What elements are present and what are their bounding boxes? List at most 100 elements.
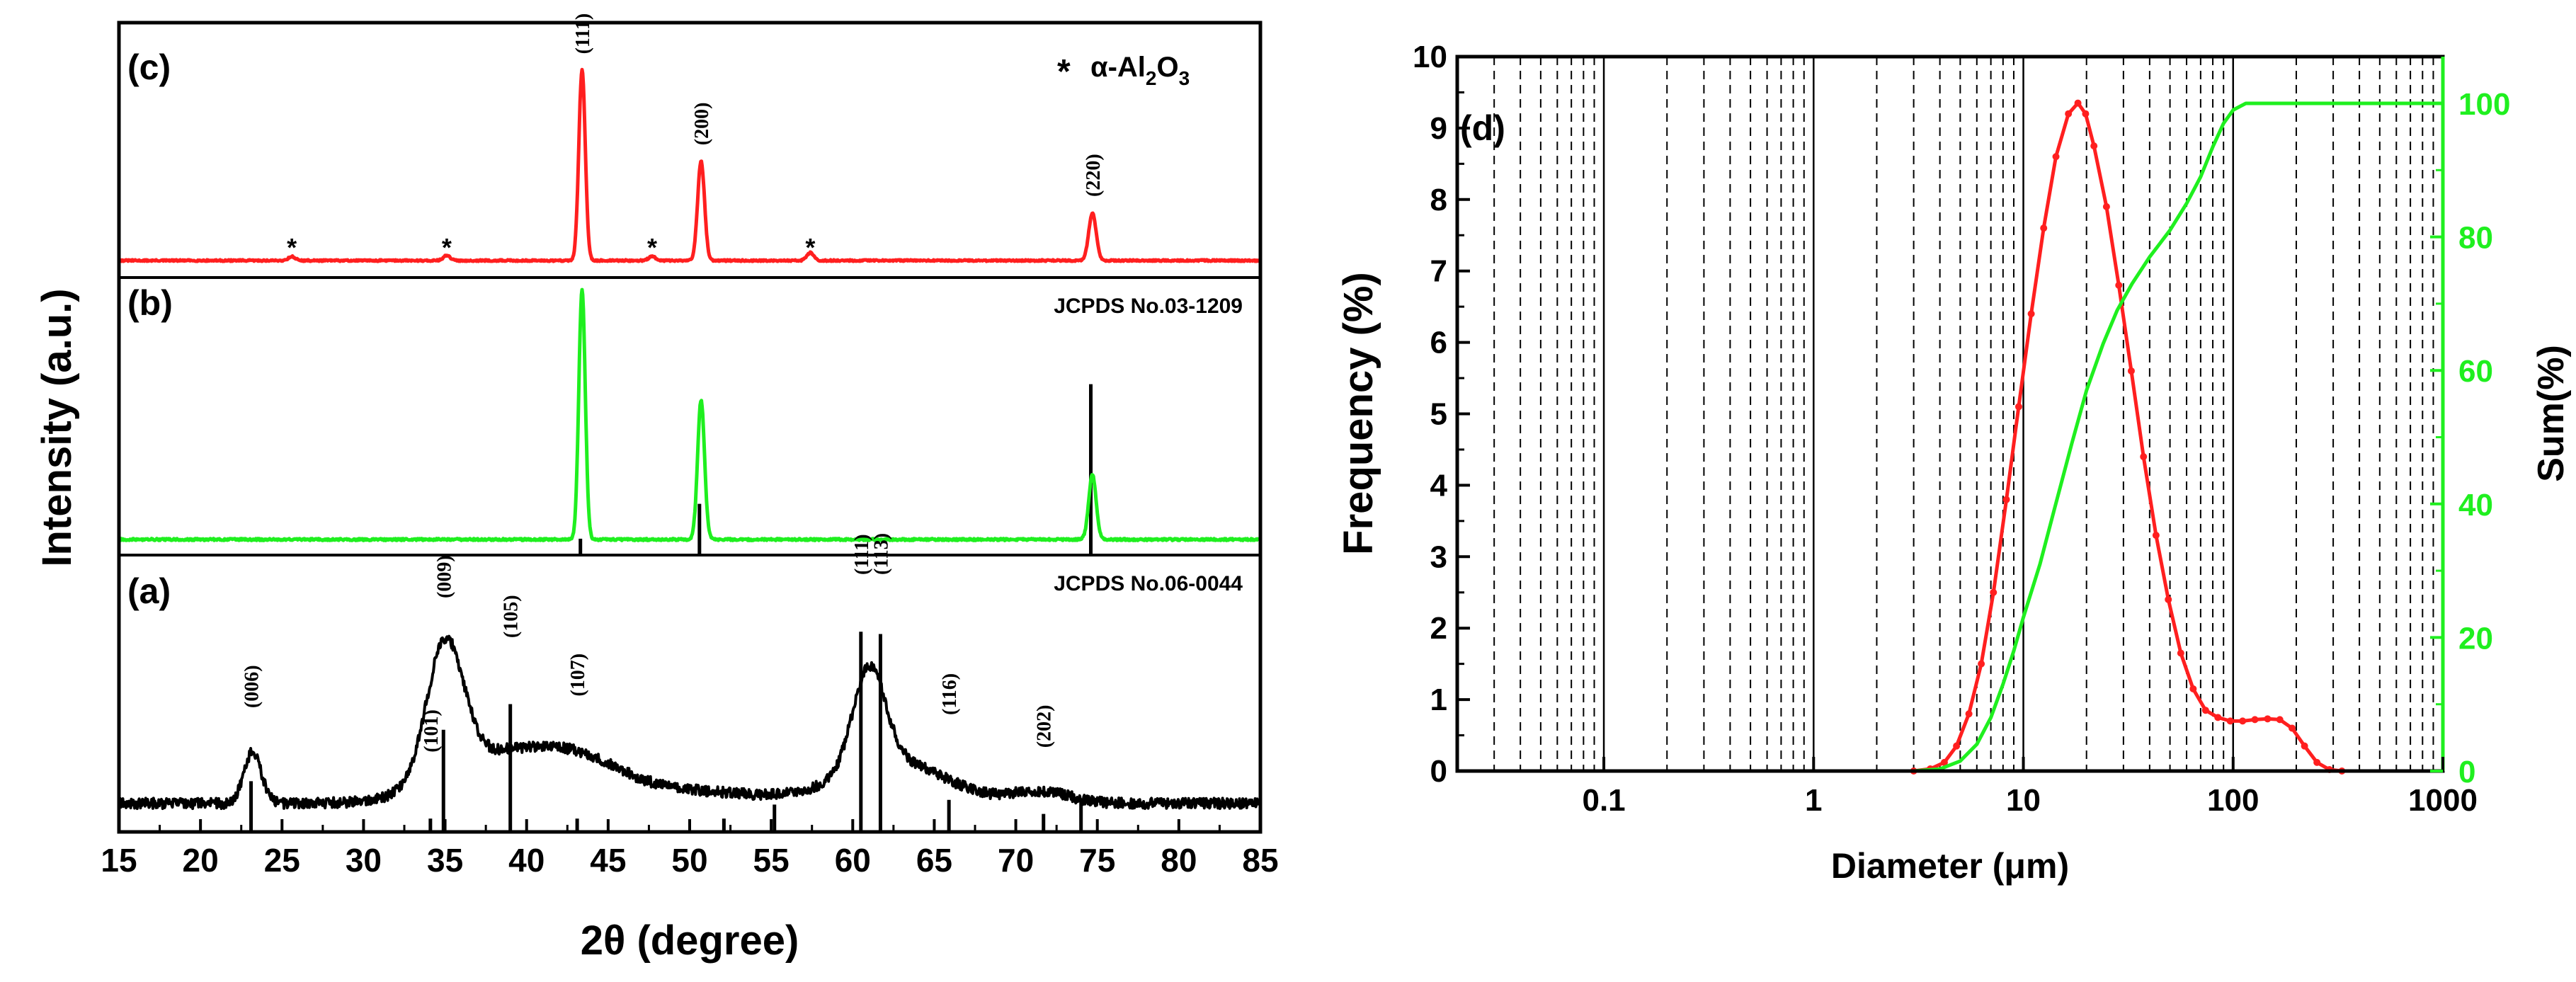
psd-y2-tick-label: 100	[2458, 87, 2510, 122]
xrd-legend-alumina: * α-Al2O3	[1057, 52, 1190, 91]
psd-frequency-point	[2152, 532, 2160, 539]
psd-series-sum	[1457, 101, 2443, 773]
psd-y-tick-label: 10	[1413, 40, 1447, 74]
psd-x-tick-label: 100	[2207, 783, 2259, 818]
alumina-star-marker: *	[805, 233, 815, 262]
miller-index-label: (101)	[421, 709, 443, 753]
psd-y2-tick-label: 80	[2458, 221, 2493, 256]
psd-y-axis-label: Frequency (%)	[1335, 272, 1381, 555]
reference-label-b: JCPDS No.03-1209	[1054, 295, 1243, 318]
xrd-x-tick-label: 30	[346, 842, 382, 879]
xrd-x-tick-label: 75	[1079, 842, 1115, 879]
miller-index-label: (200)	[691, 103, 713, 146]
miller-index-label: (107)	[567, 653, 589, 697]
miller-index-label: (105)	[501, 595, 523, 638]
psd-x-tick-label: 0.1	[1582, 783, 1625, 818]
psd-x-tick-label: 1	[1805, 783, 1822, 818]
psd-x-axis-label: Diameter (μm)	[1831, 846, 2069, 886]
psd-frequency-point	[2127, 367, 2135, 375]
alumina-star-marker: *	[647, 233, 657, 262]
xrd-x-tick-label: 25	[264, 842, 300, 879]
psd-y-tick-label: 8	[1430, 183, 1447, 217]
xrd-panel-label: (a)	[127, 571, 171, 611]
psd-frequency-point	[1990, 588, 1997, 596]
alumina-legend-sub-3: 3	[1179, 67, 1190, 89]
xrd-x-tick-label: 60	[835, 842, 871, 879]
psd-y2-tick-label: 0	[2458, 755, 2475, 789]
xrd-pattern-b	[118, 287, 1261, 542]
psd-frequency-point	[2040, 224, 2048, 232]
psd-frequency-point	[2074, 99, 2082, 107]
xrd-pattern-a	[118, 634, 1262, 811]
psd-y-tick-label: 7	[1430, 254, 1447, 289]
psd-frequency-point	[2301, 742, 2308, 750]
xrd-chart: (c) (111) (200) (220) * * * * (b) (a) (006) (009) (1…	[34, 13, 1279, 964]
psd-frequency-point	[2090, 142, 2098, 150]
xrd-x-tick-label: 80	[1161, 842, 1197, 879]
xrd-x-axis-label: 2θ (degree)	[581, 918, 799, 964]
miller-index-label: (202)	[1034, 705, 1056, 748]
xrd-x-tick-label: 50	[671, 842, 707, 879]
psd-frequency-point	[2102, 202, 2110, 210]
psd-y-tick-label: 0	[1430, 754, 1447, 789]
alumina-star-marker: *	[287, 233, 297, 262]
xrd-x-tick-label: 35	[427, 842, 463, 879]
xrd-x-tick-label: 15	[101, 842, 137, 879]
psd-y-tick-label: 9	[1430, 111, 1447, 146]
psd-frequency-point	[2027, 310, 2035, 318]
psd-frequency-point	[2289, 724, 2296, 732]
xrd-pattern-c	[118, 67, 1262, 263]
alumina-legend-sub-2: 2	[1146, 67, 1157, 89]
psd-frequency-point	[2165, 595, 2172, 603]
xrd-panel-a: (a)(006)(009)(105)(107)(101)(111)(113)(1…	[118, 533, 1262, 833]
psd-frequency-point	[2226, 717, 2234, 725]
xrd-x-tick-label: 85	[1242, 842, 1278, 879]
psd-x-tick-label: 1000	[2408, 783, 2478, 818]
psd-y-tick-label: 5	[1430, 397, 1447, 432]
xrd-x-tick-label: 70	[998, 842, 1034, 879]
xrd-panel-c: (c) (111) (200) (220) * * * *	[118, 13, 1262, 263]
psd-y-tick-label: 1	[1430, 683, 1447, 717]
xrd-panel-label: (c)	[127, 47, 171, 87]
psd-frequency-point	[2189, 685, 2197, 692]
miller-index-label: (111)	[572, 13, 594, 55]
alumina-star-symbol: *	[1057, 53, 1071, 91]
alumina-legend-label: α-Al2O3	[1090, 52, 1190, 89]
psd-x-tick-label: 10	[2006, 783, 2041, 818]
psd-y-tick-label: 6	[1430, 326, 1447, 360]
psd-frequency-point	[2115, 281, 2123, 289]
miller-index-label: (220)	[1083, 154, 1105, 197]
xrd-x-tick-label: 40	[508, 842, 545, 879]
psd-frequency-point	[2239, 717, 2247, 725]
psd-frequency-point	[2276, 716, 2284, 724]
psd-frequency-point	[2313, 758, 2321, 766]
alumina-legend-alpha-al: α-Al	[1090, 52, 1146, 83]
xrd-x-tick-label: 55	[753, 842, 790, 879]
psd-frequency-point	[1978, 660, 1985, 668]
miller-index-label: (006)	[241, 665, 263, 708]
psd-frequency-point	[1953, 742, 1961, 750]
psd-frequency-point	[1965, 710, 1973, 718]
psd-frequency-point	[2082, 110, 2090, 118]
psd-frequency-point	[2002, 496, 2010, 503]
psd-panel-label: (d)	[1460, 108, 1505, 148]
psd-frequency-point	[2214, 714, 2222, 721]
psd-frequency-point	[2140, 453, 2148, 461]
psd-frequency-point	[2052, 153, 2060, 161]
psd-series-frequency	[1457, 101, 2443, 773]
psd-frequency-point	[2014, 403, 2022, 411]
psd-y-tick-label: 3	[1430, 539, 1447, 574]
psd-frequency-point	[1940, 758, 1948, 766]
psd-frame	[1455, 55, 2445, 773]
xrd-x-tick-label: 20	[183, 842, 219, 879]
reference-label-a: JCPDS No.06-0044	[1054, 572, 1243, 595]
psd-y2-tick-label: 40	[2458, 488, 2493, 523]
psd-y2-tick-label: 60	[2458, 354, 2493, 389]
xrd-panel-b: (b)	[118, 283, 1261, 554]
psd-frequency-point	[2264, 715, 2272, 723]
psd-frequency-point	[2251, 716, 2259, 724]
xrd-panel-label: (b)	[127, 283, 173, 323]
miller-index-label: (009)	[433, 555, 455, 598]
